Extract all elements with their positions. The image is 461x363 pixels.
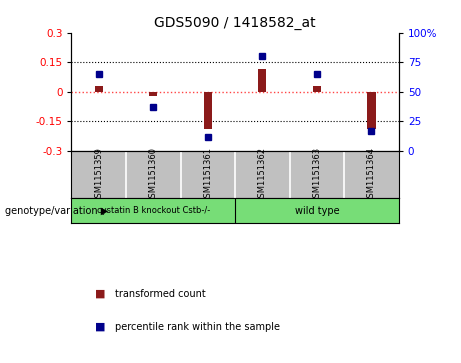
Text: GSM1151363: GSM1151363 [313, 147, 321, 203]
Text: transformed count: transformed count [115, 289, 206, 299]
Text: GSM1151361: GSM1151361 [203, 147, 213, 203]
Bar [367, 92, 376, 129]
Text: GSM1151364: GSM1151364 [367, 147, 376, 203]
Title: GDS5090 / 1418582_at: GDS5090 / 1418582_at [154, 16, 316, 30]
Bar [258, 69, 266, 92]
Text: cystatin B knockout Cstb-/-: cystatin B knockout Cstb-/- [97, 206, 210, 215]
Text: ■: ■ [95, 289, 105, 299]
Text: GSM1151359: GSM1151359 [94, 147, 103, 203]
Text: GSM1151360: GSM1151360 [149, 147, 158, 203]
Text: percentile rank within the sample: percentile rank within the sample [115, 322, 280, 332]
Text: ■: ■ [95, 322, 105, 332]
Bar [204, 92, 212, 129]
Bar [149, 92, 157, 96]
Bar [95, 86, 103, 92]
Text: GSM1151362: GSM1151362 [258, 147, 267, 203]
Text: wild type: wild type [295, 206, 339, 216]
Text: genotype/variation ▶: genotype/variation ▶ [5, 206, 108, 216]
Bar [313, 86, 321, 92]
